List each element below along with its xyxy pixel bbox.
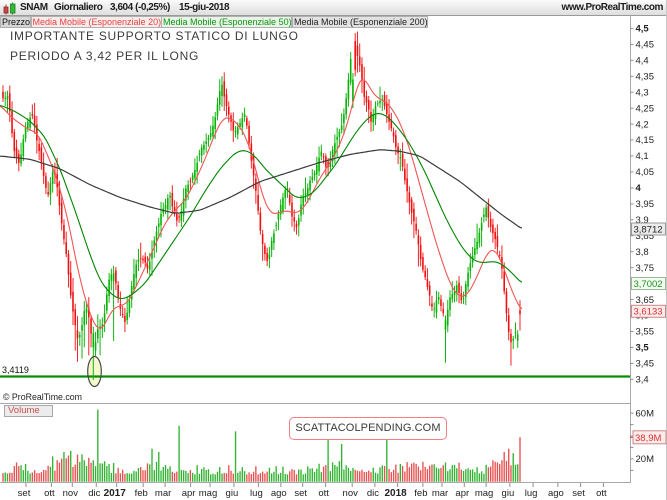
svg-text:4,35: 4,35: [636, 72, 655, 83]
svg-text:3,8712: 3,8712: [634, 224, 663, 235]
svg-text:4: 4: [636, 183, 642, 194]
svg-text:apr: apr: [182, 488, 196, 499]
svg-text:38,9M: 38,9M: [635, 433, 661, 444]
svg-text:ago: ago: [271, 488, 287, 499]
svg-text:ott: ott: [44, 488, 55, 499]
svg-text:3,85: 3,85: [636, 231, 655, 242]
svg-text:3,6133: 3,6133: [634, 307, 663, 318]
svg-text:3,9: 3,9: [636, 215, 649, 226]
svg-text:2018: 2018: [384, 488, 407, 499]
svg-text:apr: apr: [455, 488, 469, 499]
svg-text:giu: giu: [226, 488, 239, 499]
svg-text:mag: mag: [475, 488, 493, 499]
svg-text:4,5: 4,5: [636, 24, 650, 35]
svg-text:set: set: [572, 488, 585, 499]
svg-text:2017: 2017: [104, 488, 127, 499]
svg-text:mag: mag: [199, 488, 217, 499]
svg-text:set: set: [18, 488, 31, 499]
svg-text:ago: ago: [548, 488, 564, 499]
svg-text:3,65: 3,65: [636, 295, 655, 306]
svg-text:4,3: 4,3: [636, 87, 649, 98]
svg-text:3,4: 3,4: [636, 375, 649, 386]
svg-text:4,4: 4,4: [636, 56, 649, 67]
svg-text:3,45: 3,45: [636, 359, 655, 370]
svg-text:3,95: 3,95: [636, 199, 655, 210]
svg-text:mar: mar: [155, 488, 171, 499]
svg-text:feb: feb: [414, 488, 427, 499]
svg-text:feb: feb: [135, 488, 148, 499]
svg-text:3,8: 3,8: [636, 247, 649, 258]
svg-text:4,1: 4,1: [636, 151, 649, 162]
svg-text:lug: lug: [250, 488, 263, 499]
svg-text:ott: ott: [318, 488, 329, 499]
svg-text:4,25: 4,25: [636, 103, 655, 114]
svg-text:nov: nov: [343, 488, 359, 499]
svg-text:ott: ott: [596, 488, 607, 499]
svg-text:4,05: 4,05: [636, 167, 655, 178]
svg-text:4,2: 4,2: [636, 119, 649, 130]
svg-text:3,55: 3,55: [636, 327, 655, 338]
svg-text:3,75: 3,75: [636, 263, 655, 274]
svg-text:20M: 20M: [636, 454, 655, 465]
svg-text:dic: dic: [367, 488, 379, 499]
svg-text:lug: lug: [525, 488, 538, 499]
svg-text:3,5: 3,5: [636, 343, 650, 354]
svg-text:nov: nov: [63, 488, 79, 499]
svg-text:4,45: 4,45: [636, 40, 655, 51]
svg-text:4,15: 4,15: [636, 135, 655, 146]
svg-text:giu: giu: [502, 488, 515, 499]
svg-text:3,4119: 3,4119: [2, 365, 29, 375]
svg-text:dic: dic: [88, 488, 100, 499]
svg-text:60M: 60M: [636, 408, 655, 419]
svg-text:3,7002: 3,7002: [634, 279, 663, 290]
svg-text:mar: mar: [432, 488, 448, 499]
svg-text:set: set: [294, 488, 307, 499]
